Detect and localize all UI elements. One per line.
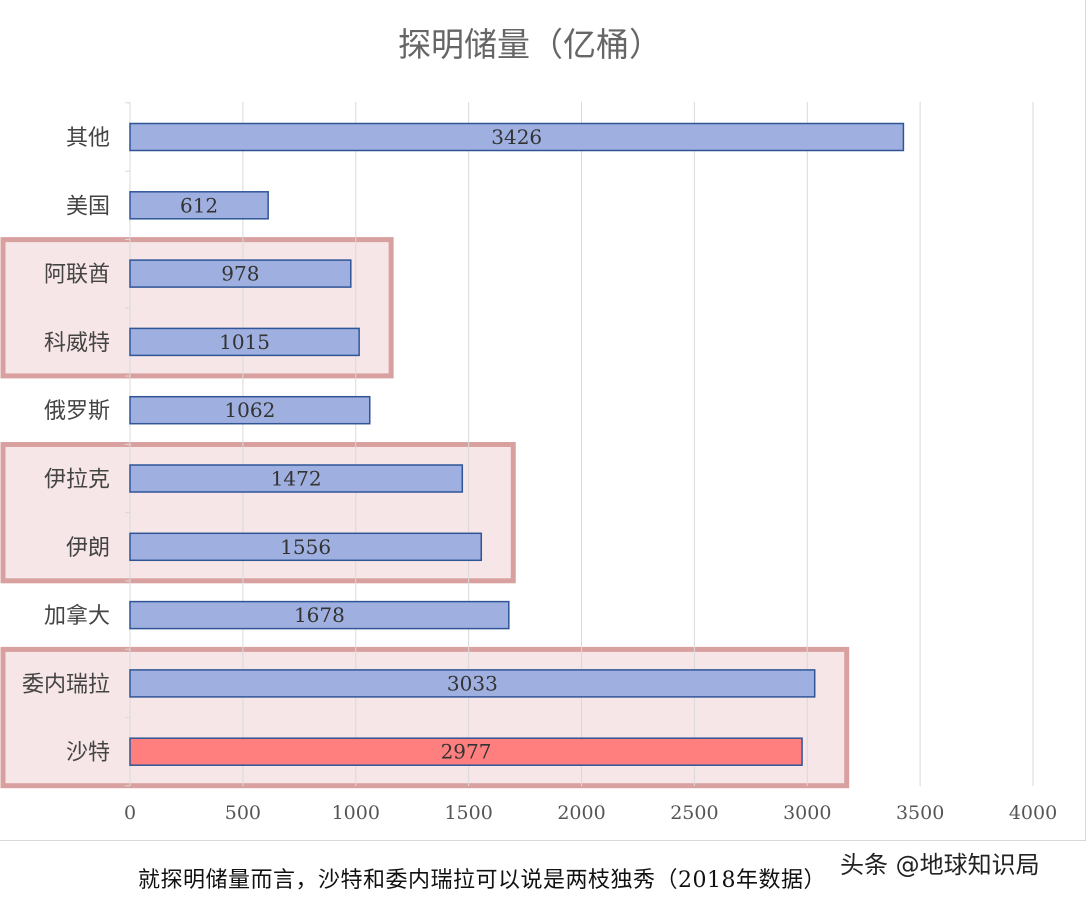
bar (129, 395, 371, 425)
x-tick-label: 0 (124, 802, 136, 824)
category-label: 阿联酋 (44, 263, 110, 288)
data-label: 1015 (219, 330, 270, 354)
bar-chart: 探明储量（亿桶） 0 500 1000 1500 2000 2500 3000 3500 400… (0, 25, 1057, 824)
chart-title: 探明储量（亿桶） (398, 25, 662, 64)
x-tick-label: 1000 (332, 802, 380, 824)
x-tick-label: 1500 (444, 802, 492, 824)
data-label: 1556 (280, 535, 331, 559)
source-watermark: 头条 @地球知识局 (840, 851, 1040, 879)
chart-caption: 就探明储量而言，沙特和委内瑞拉可以说是两枝独秀（2018年数据） (138, 868, 826, 893)
category-label: 俄罗斯 (44, 399, 110, 424)
data-label: 3033 (447, 671, 498, 695)
data-label: 1678 (294, 603, 345, 627)
x-tick-label: 4000 (1009, 802, 1057, 824)
category-label: 加拿大 (44, 603, 110, 629)
x-tick-label: 3500 (896, 802, 944, 824)
bar (129, 191, 269, 220)
data-label: 978 (221, 262, 259, 286)
category-label: 委内瑞拉 (22, 672, 110, 697)
data-label: 1062 (224, 398, 275, 422)
data-label: 3426 (491, 125, 542, 149)
bar (129, 532, 483, 562)
bar (129, 464, 464, 493)
data-label: 1472 (271, 467, 322, 491)
x-tick-label: 500 (225, 802, 261, 824)
bar (129, 259, 352, 288)
category-label: 伊朗 (66, 536, 110, 561)
category-label: 美国 (66, 194, 110, 219)
bar (129, 669, 816, 698)
x-tick-label: 2000 (557, 802, 605, 824)
category-label: 科威特 (44, 331, 110, 356)
bar (129, 737, 803, 766)
chart-frame: 探明储量（亿桶） 0 500 1000 1500 2000 2500 3000 3500 400… (0, 0, 1086, 841)
bar (129, 327, 360, 357)
x-tick-label: 2500 (670, 802, 718, 824)
bar (129, 122, 905, 152)
category-label: 伊拉克 (44, 468, 110, 493)
category-label: 沙特 (66, 741, 110, 766)
category-label: 其他 (66, 126, 110, 151)
bar (129, 600, 510, 630)
data-label: 2977 (441, 740, 492, 764)
x-tick-label: 3000 (783, 802, 831, 824)
data-label: 612 (180, 193, 218, 217)
